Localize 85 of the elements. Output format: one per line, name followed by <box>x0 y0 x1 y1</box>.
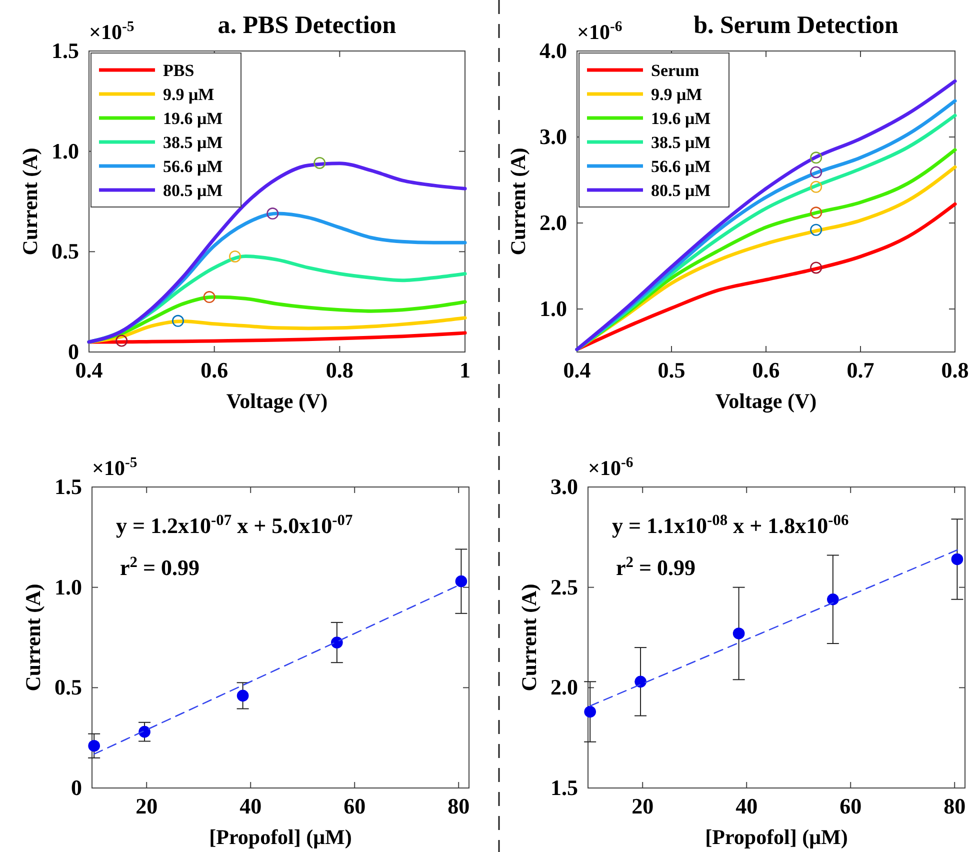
point <box>229 250 242 262</box>
point <box>116 334 128 347</box>
x-axis-title: Voltage (V) <box>226 389 328 413</box>
x-tick-label: 40 <box>240 794 262 819</box>
point <box>172 314 184 327</box>
y-tick-label: 1.5 <box>52 38 79 64</box>
annotation: y = 1.2x10$^{-07}$ x + 5.0x10$^{-07}$ <box>116 512 353 538</box>
y-axis-title: Current (A) <box>506 148 530 256</box>
text: ×10$^{-6}$ <box>577 19 622 44</box>
y-tick-label: 0.5 <box>52 238 79 264</box>
legend-label: 56.6 μM <box>651 157 711 176</box>
point <box>810 152 822 164</box>
y-axis-title: Current (A) <box>517 584 541 692</box>
y-axis-title: Current (A) <box>21 584 45 692</box>
x-axis-title: [Propofol] (μM) <box>705 825 848 849</box>
chart-title: b. Serum Detection <box>694 12 899 39</box>
x-tick-label: 1 <box>460 358 470 383</box>
y-tick-label: 2.0 <box>540 210 567 236</box>
annotation: r$^{2}$ = 0.99 <box>616 554 696 580</box>
x-tick-label: 20 <box>632 794 654 819</box>
x-tick-label: 0.6 <box>200 358 228 383</box>
x-tick-label: 20 <box>136 794 158 819</box>
x-axis-title: [Propofol] (μM) <box>209 825 352 849</box>
legend-label: 80.5 μM <box>651 181 711 200</box>
y-tick-label: 1.5 <box>550 775 578 800</box>
x-tick-label: 0.5 <box>658 358 686 383</box>
y-tick-label: 3.0 <box>550 474 578 500</box>
y-tick-label: 1.0 <box>52 138 79 164</box>
legend-label: 38.5 μM <box>163 133 223 152</box>
legend-label: 19.6 μM <box>163 109 223 128</box>
chart-title: a. PBS Detection <box>218 12 396 39</box>
y-tick-label: 0 <box>71 775 82 800</box>
x-axis-title: Voltage (V) <box>715 389 817 413</box>
x-tick-label: 0.6 <box>752 358 780 383</box>
x-tick-label: 60 <box>840 794 862 819</box>
y-tick-label: 4.0 <box>540 38 567 64</box>
point <box>810 166 822 178</box>
x-tick-label: 60 <box>344 794 366 819</box>
line-series <box>575 202 957 352</box>
point <box>236 690 249 702</box>
y-tick-label: 1.5 <box>54 474 82 500</box>
x-tick-label: 0.8 <box>326 358 354 383</box>
legend-label: 38.5 μM <box>651 133 711 152</box>
text: ×10$^{-5}$ <box>92 455 138 480</box>
legend-label: PBS <box>163 61 194 80</box>
point <box>266 208 279 220</box>
point <box>634 676 646 688</box>
y-tick-label: 3.0 <box>540 124 567 150</box>
y-tick-label: 1.0 <box>54 574 82 600</box>
y-axis-title: Current (A) <box>18 148 42 256</box>
annotation: y = 1.1x10$^{-08}$ x + 1.8x10$^{-06}$ <box>612 512 849 538</box>
point <box>951 553 964 566</box>
text: ×10$^{-5}$ <box>89 19 134 44</box>
point <box>138 726 150 738</box>
point <box>810 224 822 236</box>
y-tick-label: 0.5 <box>54 674 82 700</box>
y-tick-label: 2.0 <box>550 674 578 700</box>
x-tick-label: 80 <box>944 794 966 819</box>
legend-label: Serum <box>651 61 700 80</box>
legend-label: 9.9 μM <box>163 85 214 104</box>
point <box>810 262 822 274</box>
legend-label: 80.5 μM <box>163 181 223 200</box>
point <box>88 740 100 752</box>
x-tick-label: 80 <box>448 794 470 819</box>
x-tick-label: 0.4 <box>563 358 591 383</box>
point <box>584 706 596 718</box>
y-tick-label: 2.5 <box>550 574 578 600</box>
x-tick-label: 0.8 <box>941 358 969 383</box>
point <box>732 628 745 640</box>
y-tick-label: 1.0 <box>540 296 567 322</box>
x-tick-label: 0.7 <box>846 358 874 383</box>
line-series <box>87 162 467 344</box>
legend-label: 19.6 μM <box>651 109 711 128</box>
point <box>455 575 468 588</box>
x-tick-label: 40 <box>736 794 758 819</box>
legend-label: 56.6 μM <box>163 157 223 176</box>
point <box>810 206 822 219</box>
legend-label: 9.9 μM <box>651 85 702 104</box>
point <box>331 636 343 648</box>
point <box>827 593 839 606</box>
annotation: r$^{2}$ = 0.99 <box>120 554 200 580</box>
point <box>810 180 822 193</box>
text: ×10$^{-6}$ <box>588 455 634 480</box>
point <box>203 291 216 304</box>
point <box>314 156 326 169</box>
